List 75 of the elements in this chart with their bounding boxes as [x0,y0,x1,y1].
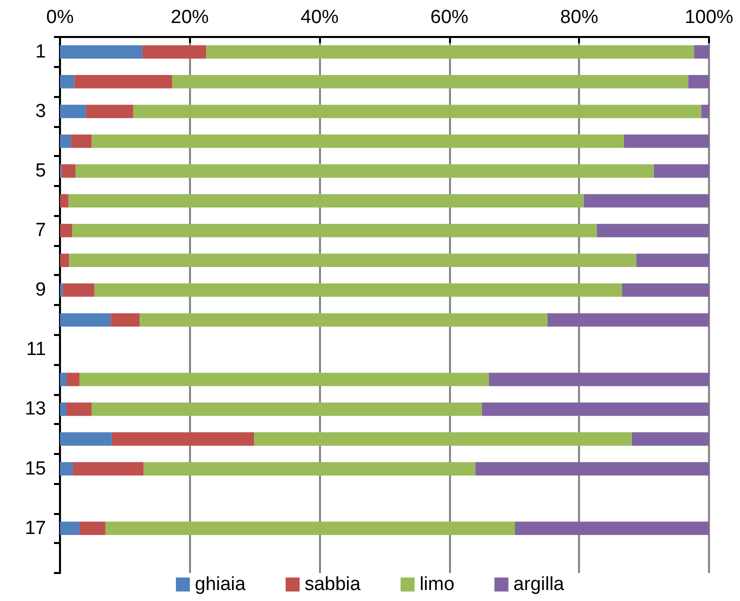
bar [547,313,709,327]
bar [66,402,92,416]
x-tick-label: 60% [430,7,469,28]
y-tick-label: 13 [24,398,46,420]
bar [60,462,73,476]
bar [60,45,142,59]
bar [596,224,709,238]
bar [86,104,134,118]
bar [636,254,709,268]
x-tick-label: 100% [684,7,734,28]
bar [701,104,709,118]
bar [475,462,709,476]
bar [79,372,489,386]
bar [62,283,94,297]
bar [60,224,72,238]
x-tick-label: 80% [560,7,598,28]
bar [514,522,709,536]
bar [72,462,144,476]
bar [206,45,694,59]
bar [584,194,709,208]
x-tick-label: 40% [300,7,339,28]
bar [60,372,66,386]
bar [60,104,86,118]
y-tick-label: 11 [26,339,46,360]
y-tick-label: 1 [35,41,46,62]
bar [71,134,92,148]
bar [694,45,709,59]
bar [624,134,709,148]
legend-label: argilla [513,574,565,595]
y-tick-label: 17 [24,518,46,539]
bar [112,432,254,446]
bar [144,462,476,476]
bar [60,402,66,416]
bar [60,254,70,268]
bar [254,432,632,446]
bar [688,74,709,88]
bar [140,313,548,327]
bar [172,74,688,88]
bar [72,224,597,238]
bar [60,283,63,297]
bar [66,372,80,386]
bar [105,522,515,536]
bar [110,313,140,327]
bar [68,194,584,208]
bar [60,432,112,446]
bar [654,164,709,178]
bar [92,402,482,416]
bar [92,134,624,148]
legend-label: ghiaia [194,574,246,595]
legend-label: limo [420,574,454,595]
y-tick-label: 9 [35,280,46,301]
legend-label: sabbia [304,574,362,595]
y-tick-label: 7 [35,220,46,242]
bar [622,283,709,297]
bar [69,254,636,268]
x-tick-label: 0% [46,7,74,28]
bar [76,164,654,178]
y-tick-label: 3 [35,100,46,122]
bar [482,402,709,416]
bar [94,283,622,297]
y-tick-label: 15 [24,458,46,480]
y-tick-label: 5 [35,160,46,182]
bar [74,74,172,88]
bar [142,45,206,59]
bar [60,74,74,88]
bar [61,164,76,178]
bar [60,134,72,148]
bar [79,522,106,536]
bar [133,104,702,118]
bar [632,432,709,446]
x-tick-label: 20% [170,7,209,28]
bar [60,522,80,536]
bar [60,313,111,327]
bar [488,372,709,386]
bar [60,194,68,208]
